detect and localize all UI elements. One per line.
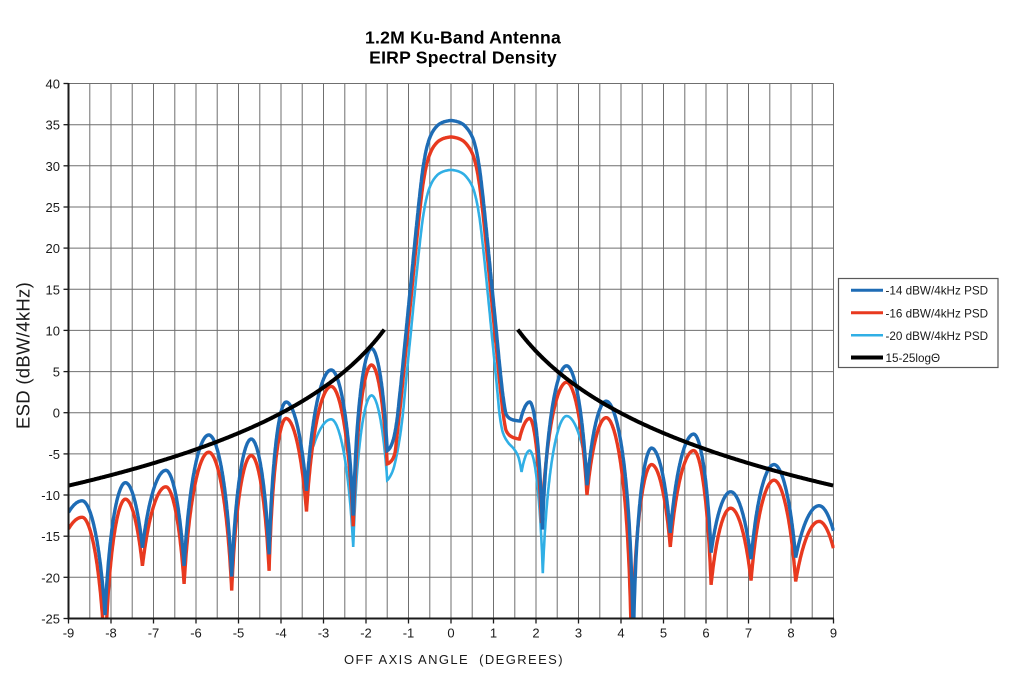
svg-text:-5: -5 — [48, 447, 60, 462]
svg-text:15: 15 — [46, 282, 60, 297]
svg-text:-8: -8 — [105, 626, 117, 641]
svg-text:6: 6 — [702, 626, 709, 641]
svg-text:30: 30 — [46, 159, 60, 174]
svg-text:35: 35 — [46, 118, 60, 133]
svg-text:-9: -9 — [63, 626, 75, 641]
svg-text:-1: -1 — [403, 626, 415, 641]
svg-text:ESD (dBW/4kHz): ESD (dBW/4kHz) — [13, 282, 34, 429]
svg-text:1.2M Ku-Band Antenna: 1.2M Ku-Band Antenna — [365, 28, 561, 48]
svg-text:-20: -20 — [41, 570, 60, 585]
svg-text:-4: -4 — [275, 626, 287, 641]
svg-text:-2: -2 — [360, 626, 372, 641]
svg-text:-14 dBW/4kHz PSD: -14 dBW/4kHz PSD — [886, 285, 989, 298]
svg-text:-25: -25 — [41, 612, 60, 627]
svg-text:5: 5 — [660, 626, 667, 641]
svg-text:40: 40 — [46, 77, 60, 92]
svg-text:20: 20 — [46, 241, 60, 256]
svg-text:8: 8 — [787, 626, 794, 641]
svg-text:-10: -10 — [41, 488, 60, 503]
svg-text:10: 10 — [46, 323, 60, 338]
svg-text:-20 dBW/4kHz PSD: -20 dBW/4kHz PSD — [886, 330, 989, 343]
svg-text:-16 dBW/4kHz PSD: -16 dBW/4kHz PSD — [886, 307, 989, 320]
svg-text:4: 4 — [617, 626, 624, 641]
svg-text:OFF AXIS ANGLE (DEGREES): OFF AXIS ANGLE (DEGREES) — [344, 652, 564, 667]
svg-text:25: 25 — [46, 200, 60, 215]
svg-text:9: 9 — [830, 626, 837, 641]
svg-text:-5: -5 — [233, 626, 245, 641]
svg-text:-15: -15 — [41, 529, 60, 544]
svg-text:2: 2 — [532, 626, 539, 641]
svg-text:-3: -3 — [318, 626, 330, 641]
svg-text:0: 0 — [53, 406, 60, 421]
svg-text:1: 1 — [490, 626, 497, 641]
svg-text:5: 5 — [53, 365, 60, 380]
svg-text:EIRP Spectral Density: EIRP Spectral Density — [369, 48, 557, 68]
svg-text:15-25logΘ: 15-25logΘ — [886, 352, 941, 365]
svg-text:3: 3 — [575, 626, 582, 641]
svg-text:7: 7 — [745, 626, 752, 641]
svg-text:0: 0 — [447, 626, 454, 641]
svg-text:-6: -6 — [190, 626, 202, 641]
svg-text:-7: -7 — [148, 626, 160, 641]
